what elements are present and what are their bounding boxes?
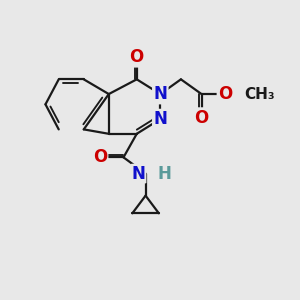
Text: O: O bbox=[130, 48, 144, 66]
Text: CH₃: CH₃ bbox=[244, 87, 275, 102]
Text: H: H bbox=[158, 165, 171, 183]
Text: O: O bbox=[218, 85, 232, 103]
Text: O: O bbox=[194, 109, 209, 127]
Text: N: N bbox=[132, 165, 145, 183]
Text: N: N bbox=[153, 85, 167, 103]
Text: N: N bbox=[153, 110, 167, 128]
Text: O: O bbox=[93, 148, 107, 166]
